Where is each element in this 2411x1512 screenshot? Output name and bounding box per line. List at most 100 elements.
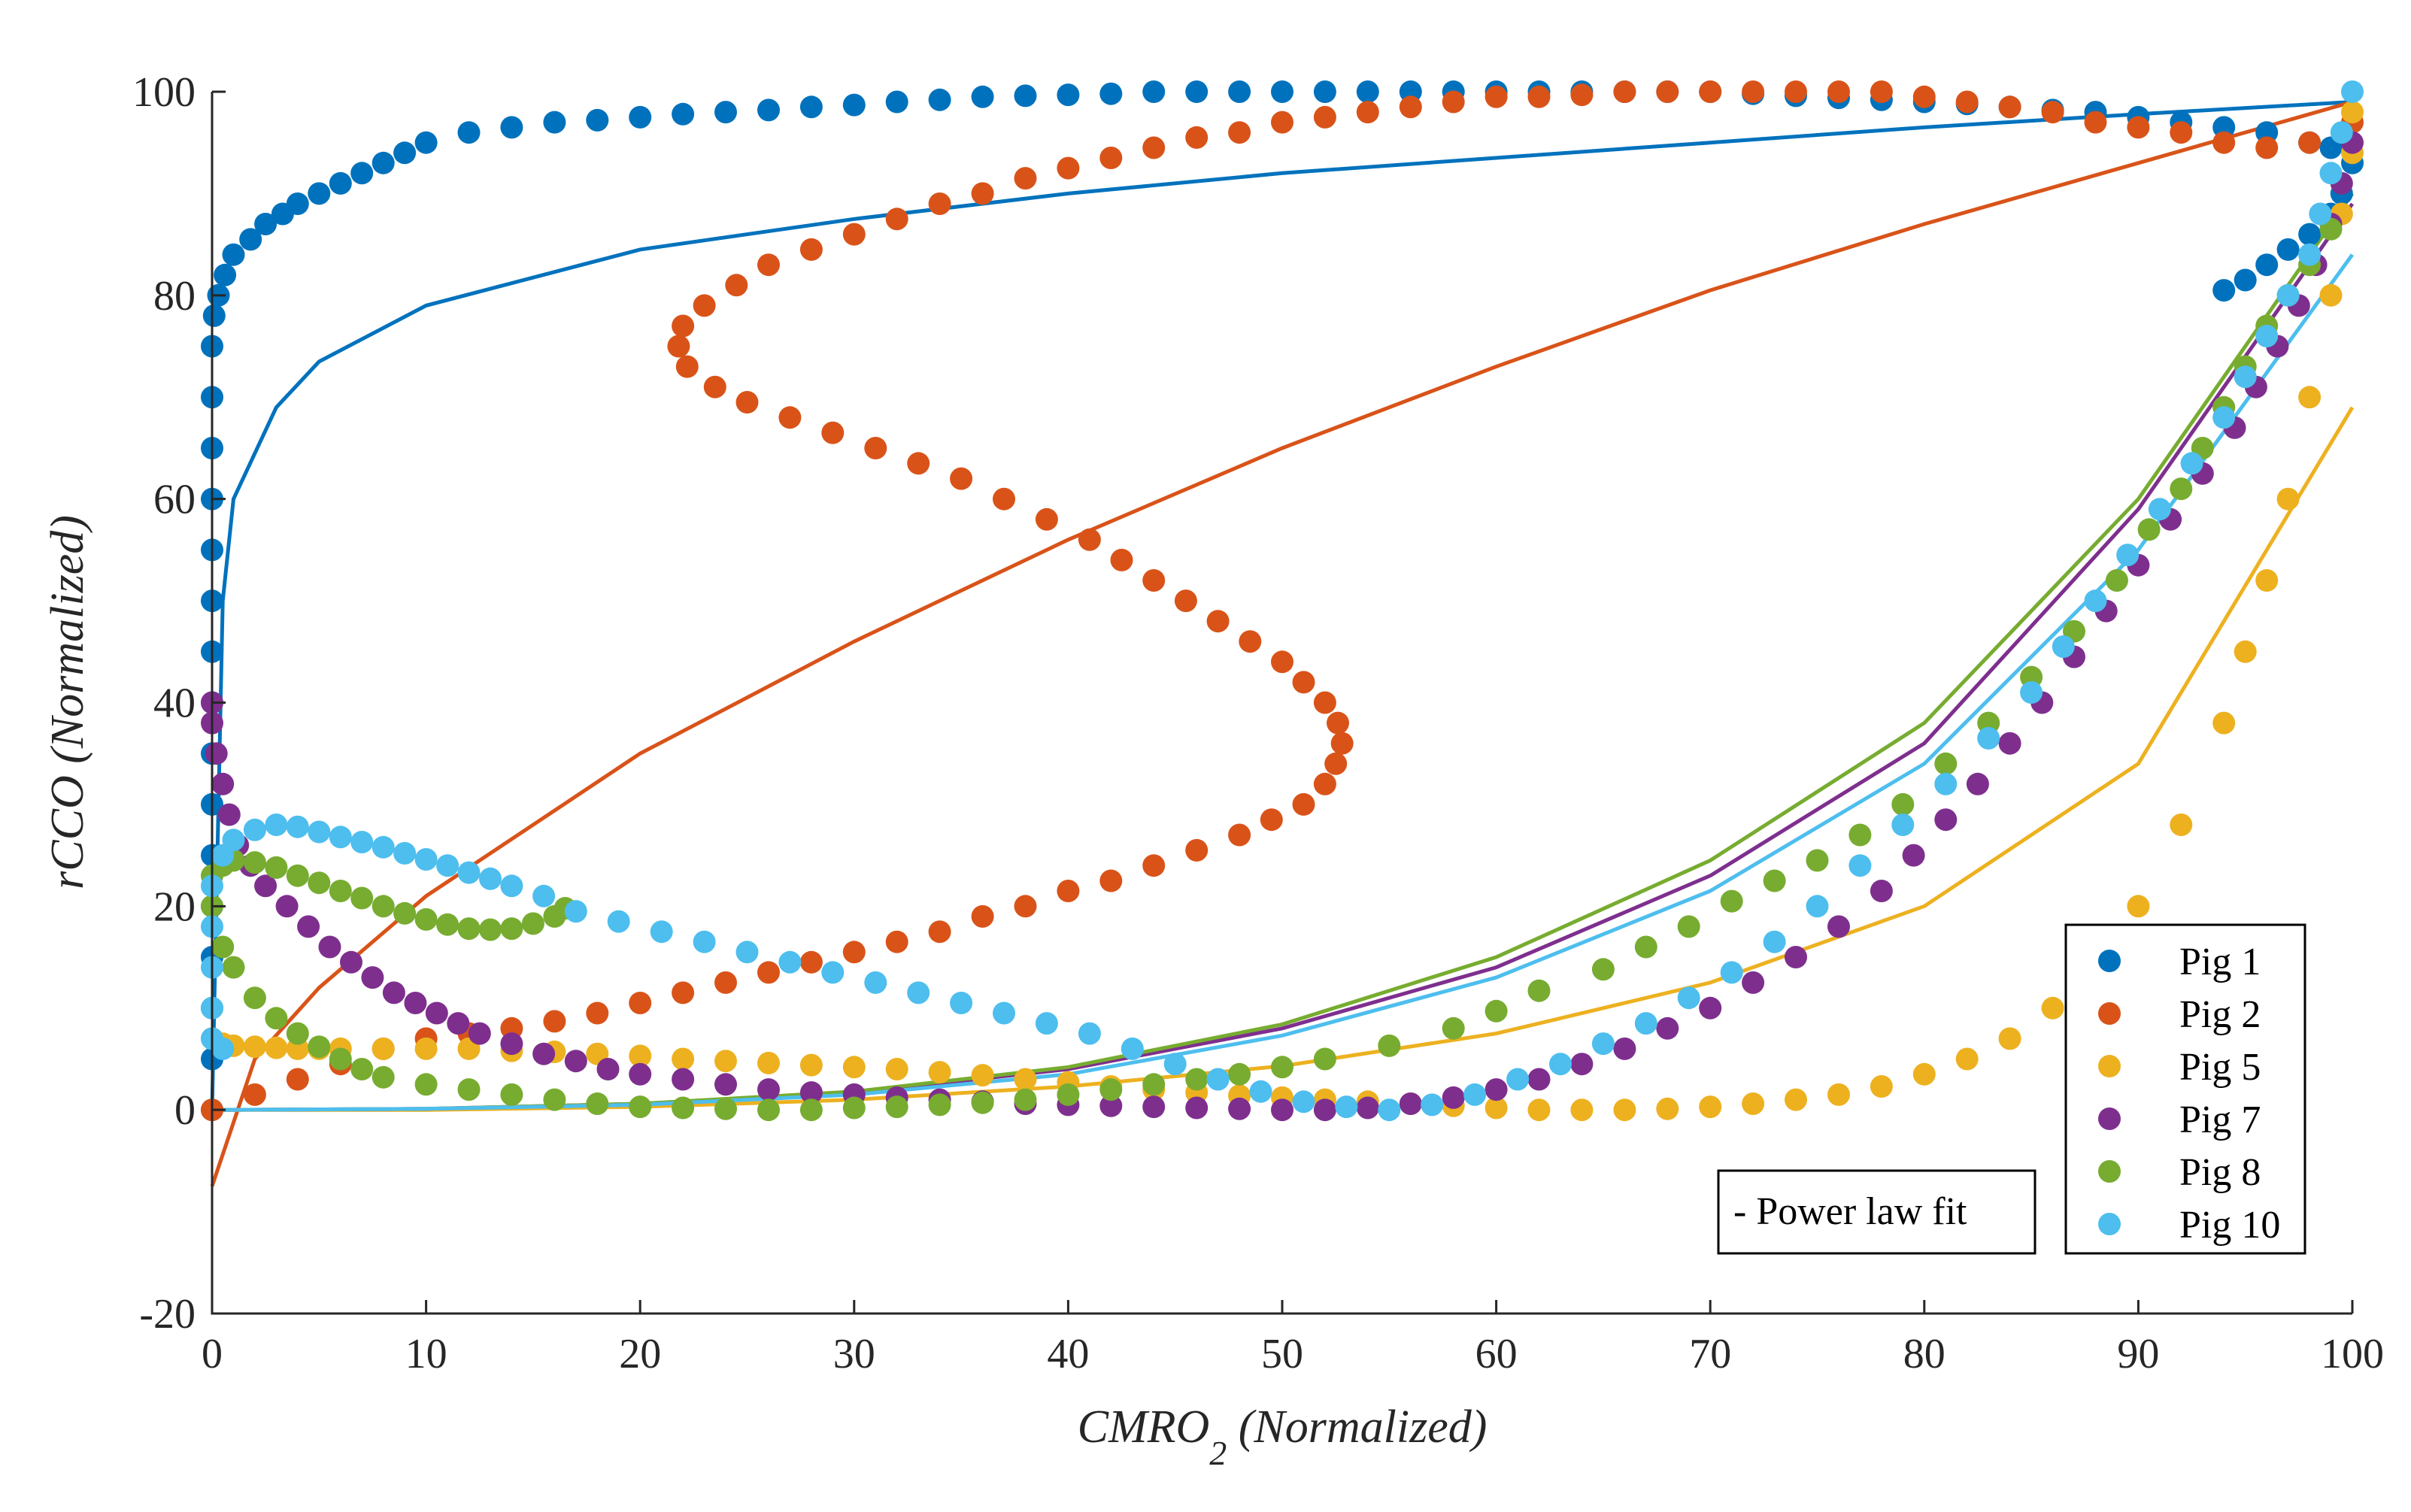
y-tick-label: 0 — [174, 1087, 196, 1134]
pig-1-point — [1356, 80, 1379, 103]
pig-10-point — [350, 831, 374, 853]
legend-marker-pig-2 — [2098, 1002, 2121, 1025]
y-tick-label: 20 — [153, 883, 196, 930]
pig-7-point — [361, 966, 384, 989]
pig-1-point — [629, 105, 652, 129]
pig-2-point — [1099, 869, 1123, 892]
pig-7-point — [275, 895, 299, 918]
pig-2-point — [2084, 111, 2107, 134]
y-tick-label: 40 — [153, 680, 196, 727]
pig-5-point — [2276, 487, 2300, 511]
pig-5-point — [1870, 1075, 1893, 1098]
x-tick-label: 30 — [833, 1331, 875, 1377]
pig-1-point — [202, 304, 226, 327]
pig-5-point — [928, 1061, 951, 1084]
pig-2-point — [2212, 131, 2236, 154]
pig-2-point — [842, 223, 866, 246]
pig-10-point — [2020, 681, 2043, 704]
pig-1-point — [308, 182, 331, 205]
pig-2-point — [735, 391, 759, 414]
pig-2-point — [243, 1083, 266, 1106]
pig-8-point — [350, 886, 374, 910]
pig-10-point — [1634, 1012, 1657, 1035]
pig-10-point — [2255, 325, 2279, 347]
pig-10-point — [2148, 498, 2171, 521]
pig-10-point — [864, 971, 887, 994]
pig-10-point — [2341, 80, 2364, 103]
pig-7-point — [1356, 1096, 1379, 1120]
legend-label-pig-5: Pig 5 — [2179, 1046, 2261, 1089]
pig-2-point — [1870, 80, 1893, 103]
pig-2-points — [201, 80, 2364, 1122]
pig-7-point — [1527, 1068, 1551, 1091]
pig-8-point — [479, 918, 502, 941]
x-tick-label: 10 — [405, 1331, 447, 1377]
pig-10-point — [2298, 243, 2322, 266]
pig-2-point — [1271, 650, 1293, 674]
pig-10-point — [2116, 544, 2140, 567]
pig-8-point — [414, 1073, 438, 1096]
pig-2-point — [1699, 80, 1722, 103]
pig-10-point — [1934, 772, 1958, 795]
pig-2-point — [1174, 589, 1197, 613]
pig-2-point — [1078, 528, 1101, 551]
pig-8-point — [1057, 1083, 1080, 1106]
pig-8-point — [971, 1091, 994, 1114]
pig-1-point — [714, 101, 737, 124]
pig-5-point — [629, 1044, 652, 1068]
pig-2-point — [1292, 671, 1315, 694]
points-layer — [201, 80, 2364, 1122]
pig-7-point — [1271, 1098, 1293, 1122]
pig-8-point — [2137, 518, 2161, 541]
pig-1-point — [372, 151, 395, 174]
x-tick-label: 40 — [1047, 1331, 1089, 1377]
pig-7-point — [340, 950, 362, 974]
pig-10-point — [1078, 1022, 1101, 1045]
pig-8-point — [211, 935, 235, 959]
pig-1-fit-line — [210, 100, 2353, 1111]
pig-10-point — [1163, 1053, 1187, 1076]
pig-8-point — [1848, 823, 1872, 847]
pig-10-point — [564, 900, 587, 923]
pig-8-point — [1228, 1062, 1251, 1086]
pig-7-point — [532, 1042, 556, 1065]
pig-2-point — [1035, 508, 1058, 531]
pig-10-point — [265, 814, 288, 836]
y-tick-label: 60 — [153, 477, 196, 523]
pig-5-point — [1912, 1062, 1936, 1086]
pig-7-point — [672, 1068, 695, 1091]
pig-1-point — [414, 131, 438, 154]
pig-8-point — [265, 856, 288, 879]
x-tick-label: 0 — [202, 1331, 223, 1377]
pig-2-point — [778, 406, 802, 429]
pig-2-point — [1239, 630, 1262, 653]
pig-2-point — [1613, 80, 1636, 103]
pig-8-point — [629, 1095, 652, 1119]
pig-8-point — [308, 871, 331, 895]
pig-8-point — [350, 1058, 374, 1080]
pig-10-point — [2212, 406, 2236, 429]
pig-2-point — [1324, 752, 1348, 775]
pig-10-point — [607, 910, 630, 933]
pig-10-point — [457, 861, 481, 884]
pig-2-point — [1955, 90, 1979, 114]
pig-5-point — [1699, 1095, 1722, 1119]
pig-5-point — [1827, 1083, 1850, 1106]
pig-2-point — [1313, 691, 1336, 714]
pig-10-point — [1848, 854, 1872, 877]
pig-2-point — [1142, 136, 1166, 159]
pig-5-point — [265, 1036, 288, 1059]
pig-5-point — [2170, 814, 2193, 836]
pig-8-point — [757, 1098, 780, 1122]
pig-2-fit-line — [210, 100, 2353, 1187]
pig-8-point — [1806, 849, 1829, 872]
pig-10-point — [1121, 1037, 1144, 1060]
pig-8-point — [286, 1022, 309, 1045]
pig-2-point — [2170, 121, 2193, 144]
pig-8-point — [457, 1078, 481, 1101]
pig-1-point — [214, 263, 237, 286]
pig-5-point — [1570, 1098, 1594, 1122]
fit-legend: - Power law fit — [1717, 1169, 2036, 1255]
pig-2-point — [799, 238, 823, 261]
pig-7-point — [757, 1078, 780, 1101]
